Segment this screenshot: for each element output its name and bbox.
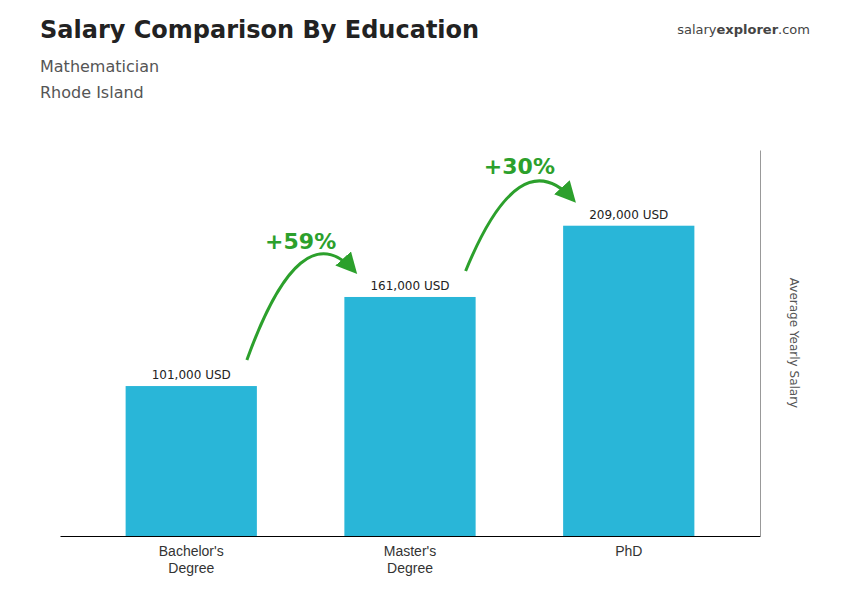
title: Salary Comparison By Education bbox=[40, 16, 479, 44]
value-label: 209,000 USD bbox=[589, 208, 668, 222]
source-part: .com bbox=[778, 22, 810, 37]
x-axis: Bachelor'sDegreeMaster'sDegreePhD bbox=[61, 536, 761, 576]
x-tick: Bachelor'sDegree bbox=[159, 536, 224, 576]
x-tick-label-line: Degree bbox=[168, 560, 214, 576]
plot: Bachelor'sDegreeMaster'sDegreePhD101,000… bbox=[61, 151, 761, 576]
source-part: salary bbox=[677, 22, 717, 37]
x-axis-line bbox=[61, 536, 761, 537]
change-label: +59% bbox=[265, 229, 336, 254]
bar bbox=[563, 226, 694, 536]
x-tick: PhD bbox=[615, 536, 642, 559]
bars bbox=[126, 226, 695, 536]
x-tick-label-line: Master's bbox=[384, 543, 436, 559]
x-tick-label: Master'sDegree bbox=[384, 543, 436, 576]
value-label: 101,000 USD bbox=[152, 368, 231, 382]
bar bbox=[126, 386, 257, 536]
x-tick-label-line: Bachelor's bbox=[159, 543, 224, 559]
bar bbox=[344, 297, 475, 536]
x-tick-label-line: PhD bbox=[615, 543, 642, 559]
change-arrow bbox=[247, 254, 355, 360]
chart: Salary Comparison By Education Mathematic… bbox=[0, 0, 850, 606]
change-arrow bbox=[466, 181, 574, 271]
x-tick-label: Bachelor'sDegree bbox=[159, 543, 224, 576]
x-tick: Master'sDegree bbox=[384, 536, 436, 576]
subtitle: Mathematician bbox=[40, 57, 159, 76]
source: salaryexplorer.com bbox=[677, 22, 810, 37]
y-axis-title: Average Yearly Salary bbox=[787, 278, 801, 408]
value-label: 161,000 USD bbox=[370, 279, 449, 293]
subtitle: Rhode Island bbox=[40, 83, 144, 102]
x-tick-label: PhD bbox=[615, 543, 642, 559]
y-axis bbox=[760, 151, 761, 537]
x-tick-label-line: Degree bbox=[387, 560, 433, 576]
source-part: explorer bbox=[717, 22, 779, 37]
change-label: +30% bbox=[484, 154, 555, 179]
y-axis-line bbox=[760, 151, 761, 537]
